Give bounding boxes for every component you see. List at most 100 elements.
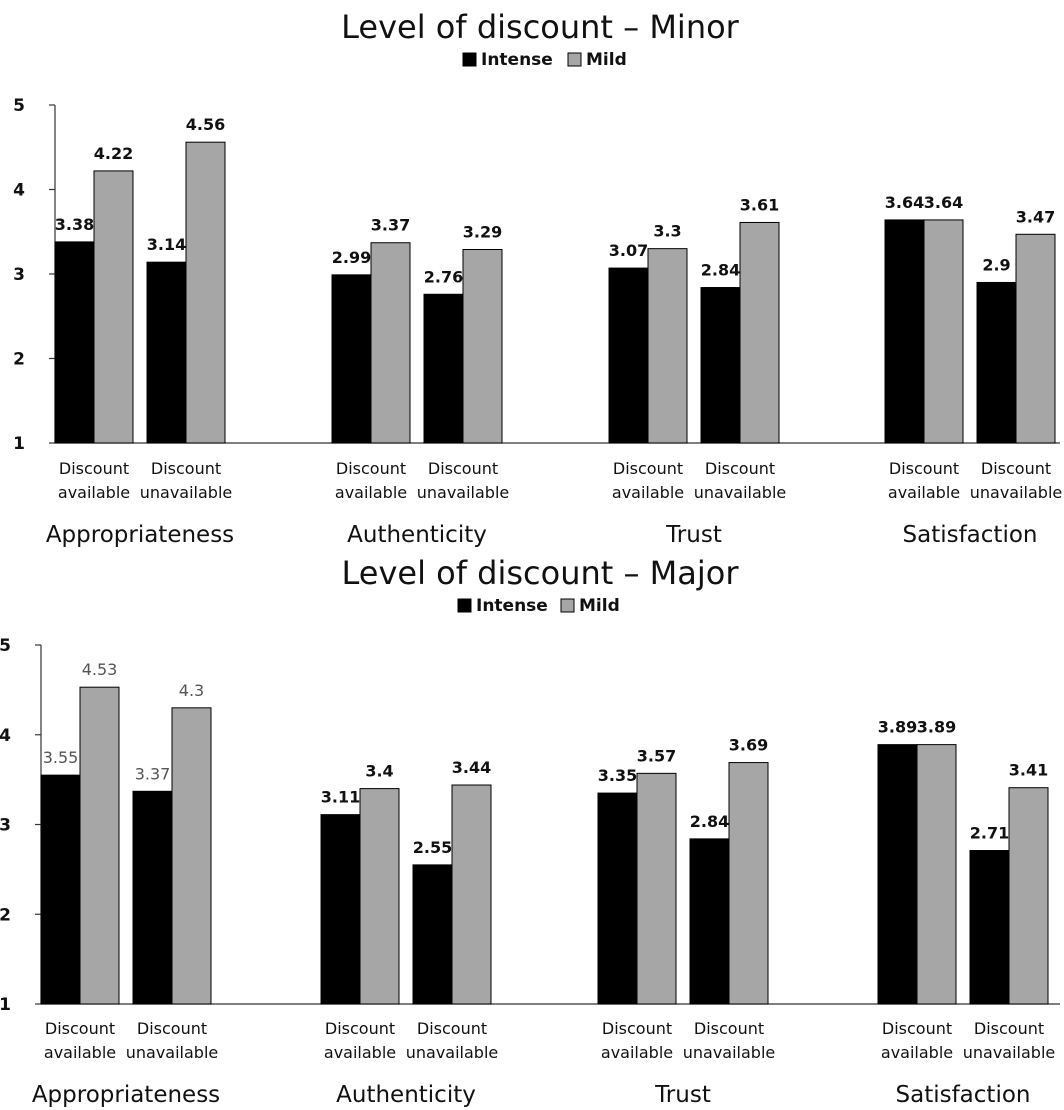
data-label-intense: 2.71 xyxy=(970,824,1009,843)
group-label: Trust xyxy=(665,522,722,548)
chart-title: Level of discount – Minor xyxy=(341,8,740,46)
data-label-mild: 3.4 xyxy=(365,762,393,781)
legend-label-mild: Mild xyxy=(586,50,627,70)
x-tick-label: unavailable xyxy=(126,1043,219,1062)
x-tick-label: unavailable xyxy=(417,483,510,502)
x-tick-label: unavailable xyxy=(683,1043,776,1062)
x-tick-label: Discount xyxy=(59,459,129,478)
bar-mild xyxy=(93,170,134,444)
bar-intense xyxy=(54,241,95,444)
bar-mild xyxy=(171,707,212,1005)
bar-intense xyxy=(884,219,925,444)
data-label-intense: 3.37 xyxy=(135,764,171,783)
y-tick-label: 4 xyxy=(0,726,11,746)
x-tick-label: Discount xyxy=(705,459,775,478)
bar-intense xyxy=(689,838,730,1005)
x-tick-label: Discount xyxy=(981,459,1051,478)
x-tick-label: available xyxy=(601,1043,673,1062)
bar-intense xyxy=(976,281,1017,444)
chart-panel-2: Level of discount – Major Intense Mild 1 2 3 4… xyxy=(0,554,1060,1108)
x-tick-label: available xyxy=(888,483,960,502)
bar-mild xyxy=(79,686,120,1005)
bar-mild xyxy=(739,221,780,444)
legend-label-mild: Mild xyxy=(579,596,620,616)
data-label-mild: 3.41 xyxy=(1009,761,1048,780)
legend-swatch-mild xyxy=(560,598,575,613)
data-label-mild: 3.29 xyxy=(463,222,502,241)
data-label-intense: 3.55 xyxy=(43,748,79,767)
bar-intense xyxy=(132,790,173,1005)
y-tick-label: 2 xyxy=(13,350,25,370)
data-label-mild: 4.53 xyxy=(82,660,118,679)
legend-swatch-mild xyxy=(567,52,582,67)
x-tick-label: Discount xyxy=(151,459,221,478)
bar-mild xyxy=(1008,787,1049,1005)
data-label-intense: 2.9 xyxy=(982,255,1010,274)
group-label: Authenticity xyxy=(347,522,487,548)
legend: Intense Mild xyxy=(457,596,620,616)
y-tick-label: 4 xyxy=(13,181,25,201)
x-tick-label: Discount xyxy=(602,1019,672,1038)
x-tick-label: available xyxy=(881,1043,953,1062)
x-tick-label: unavailable xyxy=(694,483,787,502)
y-tick-label: 2 xyxy=(0,905,11,925)
data-label-mild: 3.69 xyxy=(729,736,768,755)
chart-title: Level of discount – Major xyxy=(342,554,740,592)
bar-mild xyxy=(1015,233,1056,444)
x-tick-label: available xyxy=(44,1043,116,1062)
bar-intense xyxy=(412,864,453,1005)
x-tick-label: unavailable xyxy=(963,1043,1056,1062)
bar-mild xyxy=(728,762,769,1005)
data-label-intense: 3.11 xyxy=(321,788,360,807)
data-label-mild: 3.44 xyxy=(452,758,491,777)
bar-intense xyxy=(320,814,361,1005)
x-tick-label: Discount xyxy=(336,459,406,478)
bar-intense xyxy=(700,287,741,444)
data-label-intense: 3.89 xyxy=(878,718,917,737)
bar-intense xyxy=(423,293,464,444)
bar-intense xyxy=(597,792,638,1005)
group-label: Satisfaction xyxy=(903,522,1038,548)
group-label: Trust xyxy=(654,1082,711,1108)
group-label: Authenticity xyxy=(336,1082,476,1108)
data-label-mild: 3.64 xyxy=(924,193,963,212)
x-tick-label: Discount xyxy=(428,459,498,478)
legend-label-intense: Intense xyxy=(476,596,548,616)
data-label-intense: 2.84 xyxy=(690,812,729,831)
x-tick-label: unavailable xyxy=(970,483,1063,502)
y-tick-label: 3 xyxy=(0,816,11,836)
x-tick-label: Discount xyxy=(45,1019,115,1038)
x-tick-label: unavailable xyxy=(140,483,233,502)
data-label-intense: 3.64 xyxy=(885,193,924,212)
x-tick-label: available xyxy=(612,483,684,502)
bar-mild xyxy=(923,219,964,444)
bar-intense xyxy=(877,744,918,1005)
group-label: Satisfaction xyxy=(896,1082,1031,1108)
legend-swatch-intense xyxy=(462,52,477,67)
legend-swatch-intense xyxy=(457,598,472,613)
bar-intense xyxy=(608,267,649,444)
data-label-mild: 4.56 xyxy=(186,115,225,134)
data-label-intense: 3.07 xyxy=(609,241,648,260)
bar-intense xyxy=(969,850,1010,1005)
y-tick-label: 5 xyxy=(0,636,11,656)
bar-mild xyxy=(370,242,411,444)
data-label-mild: 3.89 xyxy=(917,718,956,737)
x-tick-label: Discount xyxy=(694,1019,764,1038)
x-tick-label: available xyxy=(58,483,130,502)
chart-panel-1: Level of discount – Minor Intense Mild 1 2 3 4… xyxy=(13,8,1062,548)
x-tick-label: Discount xyxy=(417,1019,487,1038)
x-tick-label: available xyxy=(324,1043,396,1062)
x-tick-label: Discount xyxy=(974,1019,1044,1038)
group-label: Appropriateness xyxy=(46,522,234,548)
bar-intense xyxy=(40,774,81,1005)
data-label-mild: 3.61 xyxy=(740,195,779,214)
bar-mild xyxy=(451,784,492,1005)
y-tick-label: 1 xyxy=(13,434,25,454)
data-label-intense: 2.55 xyxy=(413,838,452,857)
bar-mild xyxy=(359,788,400,1005)
x-tick-label: available xyxy=(335,483,407,502)
bar-mild xyxy=(636,772,677,1005)
y-tick-label: 1 xyxy=(0,995,11,1015)
